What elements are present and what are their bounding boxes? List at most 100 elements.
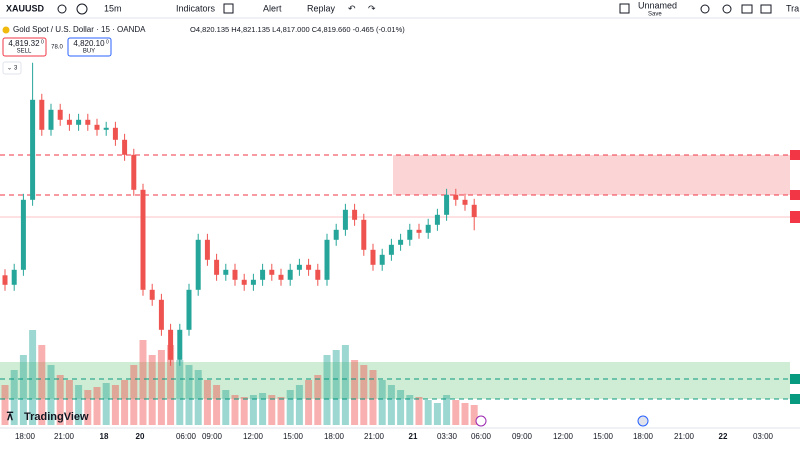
volume-bar	[378, 380, 386, 425]
volume-bar	[424, 400, 432, 425]
volume-bar	[185, 365, 193, 425]
volume-bar	[38, 345, 46, 425]
indicators-count[interactable]: 3	[14, 66, 18, 72]
candle-body	[324, 239, 330, 280]
candle-body	[76, 119, 82, 125]
time-label: 18	[100, 432, 109, 441]
candle-body	[30, 99, 36, 200]
volume-bar	[259, 393, 267, 425]
icon[interactable]	[57, 4, 67, 14]
toolbar: XAUUSD 15m Indicators Alert Replay ↶ ↷ U…	[0, 0, 800, 19]
sell-price[interactable]: 4,819.32	[8, 39, 40, 48]
buy-label[interactable]: BUY	[83, 49, 95, 55]
volume-bar	[130, 365, 138, 425]
replay-button[interactable]: Replay	[307, 3, 336, 13]
time-label: 09:00	[202, 432, 223, 441]
candle-body	[186, 289, 192, 330]
chevron[interactable]: ⌄	[7, 66, 12, 72]
candle-body	[103, 127, 109, 130]
save-label[interactable]: Save	[648, 12, 662, 18]
candle-body	[370, 249, 376, 265]
interval[interactable]: 15m	[104, 3, 122, 13]
candle-body	[260, 269, 266, 280]
time-label: 12:00	[243, 432, 264, 441]
settings-icon[interactable]	[722, 4, 732, 14]
volume-bar	[47, 365, 55, 425]
candle-body	[453, 194, 459, 200]
volume-bar	[360, 365, 368, 425]
legend: Gold Spot / U.S. Dollar · 15 · OANDA O4,…	[2, 25, 405, 75]
time-label: 21:00	[364, 432, 385, 441]
flag-icon[interactable]	[637, 415, 649, 427]
candle-body	[342, 209, 348, 230]
volume-bar	[461, 403, 469, 425]
symbol[interactable]: XAUUSD	[6, 3, 45, 13]
time-label: 18:00	[324, 432, 345, 441]
volume-bar	[341, 345, 349, 425]
indicators-toggle[interactable]	[2, 61, 22, 75]
volume-bar	[93, 387, 101, 425]
volume-bar	[176, 360, 184, 425]
volume-bar	[369, 370, 377, 425]
redo[interactable]: ↷	[368, 3, 376, 13]
sell-price-sup[interactable]: 0	[41, 39, 44, 45]
layout-name[interactable]: Unnamed	[638, 0, 677, 10]
candle-body	[296, 264, 302, 270]
indicators-button[interactable]: Indicators	[176, 3, 216, 13]
time-label: 06:00	[176, 432, 197, 441]
candle-body	[39, 99, 45, 130]
candle-body	[434, 214, 440, 225]
event-icon[interactable]	[475, 415, 487, 427]
candle-body	[306, 264, 312, 270]
fullscreen-icon[interactable]	[741, 4, 753, 14]
volume-bar	[295, 385, 303, 425]
sell-label[interactable]: SELL	[17, 49, 32, 55]
search-icon[interactable]	[700, 4, 710, 14]
volume-bar	[121, 380, 129, 425]
volume-bar	[102, 383, 110, 425]
candle-body	[315, 269, 321, 280]
price-tag	[790, 150, 800, 160]
time-label: 03:00	[753, 432, 774, 441]
volume-bar	[203, 380, 211, 425]
volume-bar	[213, 385, 221, 425]
camera-icon[interactable]	[760, 4, 772, 14]
buy-price-sup[interactable]: 0	[106, 39, 109, 45]
checkbox[interactable]	[619, 3, 630, 14]
buy-price[interactable]: 4,820.10	[73, 39, 105, 48]
candle-body	[416, 229, 422, 233]
candle-body	[57, 109, 63, 120]
candle-body	[232, 269, 238, 280]
volume-bar	[194, 370, 202, 425]
candle-body	[48, 109, 54, 130]
volume-bar	[65, 380, 73, 425]
price-tag	[790, 374, 800, 384]
add-icon[interactable]	[76, 3, 88, 15]
zone	[393, 155, 790, 195]
price-tag	[790, 190, 800, 200]
volume-bar	[111, 385, 119, 425]
candle-body	[223, 269, 229, 275]
candle-body	[444, 194, 450, 215]
alert-button[interactable]: Alert	[263, 3, 282, 13]
volume-bar	[249, 395, 257, 425]
trade-button[interactable]: Tra	[786, 3, 799, 13]
volume-bar	[148, 355, 156, 425]
plot	[0, 62, 800, 425]
volume-bar	[351, 360, 359, 425]
undo[interactable]: ↶	[348, 3, 356, 13]
sell-button[interactable]	[2, 37, 47, 57]
time-label: 12:00	[553, 432, 574, 441]
time-label: 21:00	[674, 432, 695, 441]
time-label: 06:00	[471, 432, 492, 441]
candle-body	[407, 229, 413, 240]
candle-body	[195, 239, 201, 290]
spread: 78.0	[51, 45, 63, 51]
volume-bar	[415, 397, 423, 425]
buy-button[interactable]	[67, 37, 112, 57]
candle-body	[398, 239, 404, 245]
layouts-icon[interactable]	[223, 3, 234, 14]
volume-bar	[286, 390, 294, 425]
volume-bar	[222, 390, 230, 425]
